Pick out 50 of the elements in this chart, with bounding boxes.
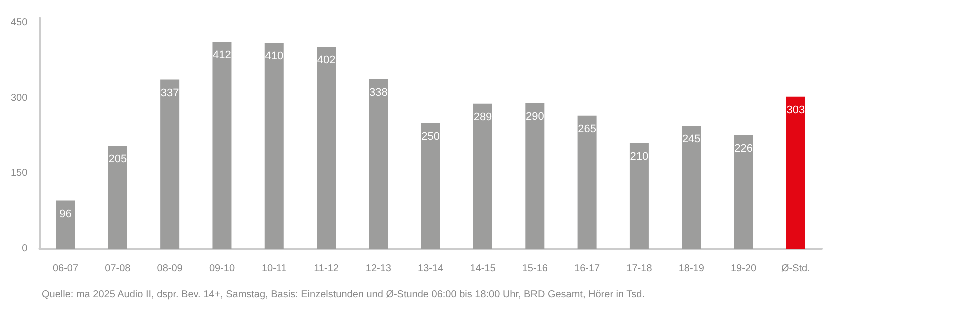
x-tick-label: 12-13 xyxy=(366,264,392,274)
bar xyxy=(317,47,336,249)
x-tick-label: 15-16 xyxy=(522,264,548,274)
bar xyxy=(160,80,180,249)
x-tick-label: 09-10 xyxy=(209,264,236,274)
bar xyxy=(421,123,440,249)
bar xyxy=(473,104,492,249)
x-tick-label: 07-08 xyxy=(105,264,132,274)
data-label: 412 xyxy=(213,50,232,62)
y-tick-label: 300 xyxy=(10,92,28,104)
bar xyxy=(369,79,388,249)
bar xyxy=(682,126,702,249)
source-note: Quelle: ma 2025 Audio II, dspr. Bev. 14+, Samstag, Basis: Einzelstunden und Ø-Stunde 06:00 bis 18:00 Uhr, BRD Gesamt, Hörer in Tsd. xyxy=(42,290,646,300)
x-tick-label: 10-11 xyxy=(262,264,288,274)
data-label: 303 xyxy=(786,104,806,116)
data-label: 96 xyxy=(60,208,72,220)
bar xyxy=(786,96,806,249)
x-tick-label: 16-17 xyxy=(574,264,601,274)
x-tick-label: 18-19 xyxy=(678,264,705,274)
bar xyxy=(108,146,128,249)
data-label: 245 xyxy=(682,133,701,146)
y-tick-label: 450 xyxy=(10,18,28,29)
data-label: 265 xyxy=(578,123,596,136)
bar xyxy=(526,103,545,249)
x-tick-label: 08-09 xyxy=(157,264,184,274)
data-label: 210 xyxy=(630,151,649,164)
data-label: 289 xyxy=(474,111,492,124)
x-tick-label: 11-12 xyxy=(314,264,340,274)
data-label: 290 xyxy=(526,110,544,123)
x-tick-label: 19-20 xyxy=(730,264,757,274)
data-label: 250 xyxy=(422,130,440,143)
x-tick-label: Ø-Std. xyxy=(781,264,810,274)
data-label: 402 xyxy=(317,54,336,67)
bar xyxy=(56,200,76,249)
data-label: 226 xyxy=(734,143,753,156)
bar xyxy=(212,42,232,249)
y-tick-label: 0 xyxy=(22,244,28,254)
y-tick-label: 150 xyxy=(10,168,28,180)
data-label: 410 xyxy=(265,50,284,63)
x-tick-label: 17-18 xyxy=(626,264,653,274)
bar xyxy=(734,136,754,249)
bar xyxy=(264,43,284,249)
bar xyxy=(578,116,597,249)
bar xyxy=(630,144,649,249)
x-tick-label: 06-07 xyxy=(52,264,79,274)
data-label: 338 xyxy=(370,86,388,99)
data-label: 337 xyxy=(160,87,180,100)
data-label: 205 xyxy=(108,154,128,166)
x-tick-label: 14-15 xyxy=(470,264,496,274)
x-tick-label: 13-14 xyxy=(418,264,444,274)
